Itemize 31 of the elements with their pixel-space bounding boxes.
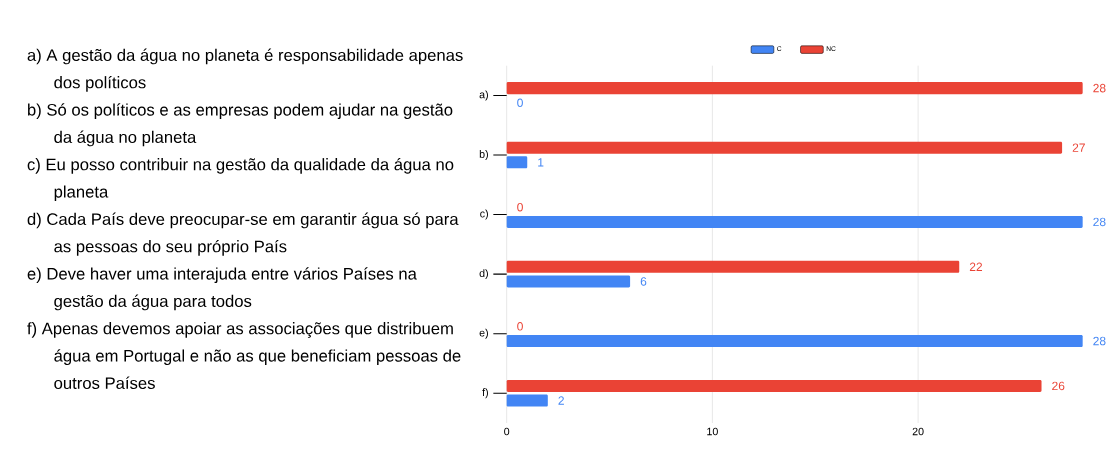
y-tick-label: f) bbox=[482, 388, 488, 399]
bar bbox=[506, 82, 1083, 95]
data-label: 0 bbox=[517, 322, 523, 331]
bar bbox=[506, 156, 528, 169]
bar bbox=[506, 335, 1083, 348]
bar bbox=[506, 379, 1042, 392]
x-tick-label: 20 bbox=[912, 427, 924, 436]
data-label: 26 bbox=[1052, 381, 1065, 391]
x-tick-label: 0 bbox=[504, 427, 510, 436]
bar bbox=[506, 141, 1063, 154]
y-tick-label: d) bbox=[479, 269, 488, 280]
data-label: 6 bbox=[640, 277, 647, 286]
bar bbox=[506, 394, 548, 407]
data-label: 28 bbox=[1093, 83, 1106, 93]
y-tick-label: a) bbox=[479, 90, 488, 101]
data-label: 22 bbox=[969, 262, 983, 271]
bar bbox=[506, 215, 1083, 228]
data-label: 2 bbox=[558, 396, 564, 405]
bar bbox=[506, 275, 631, 288]
data-label: 1 bbox=[538, 158, 544, 167]
text: f) Apenas devemos apoiar as associações que distribuem água em Portugal e não as que beneficiam pessoas de outros Países bbox=[27, 322, 461, 390]
data-label: 27 bbox=[1072, 143, 1085, 152]
x-tick-label: 10 bbox=[707, 427, 718, 436]
y-tick-label: e) bbox=[479, 328, 488, 339]
data-label: 0 bbox=[517, 98, 523, 108]
data-label: 0 bbox=[517, 202, 523, 212]
bar bbox=[506, 260, 960, 273]
y-tick-label: c) bbox=[480, 209, 488, 220]
data-label: 28 bbox=[1093, 336, 1106, 346]
data-label: 28 bbox=[1093, 217, 1106, 227]
y-tick-label: b) bbox=[479, 150, 488, 160]
